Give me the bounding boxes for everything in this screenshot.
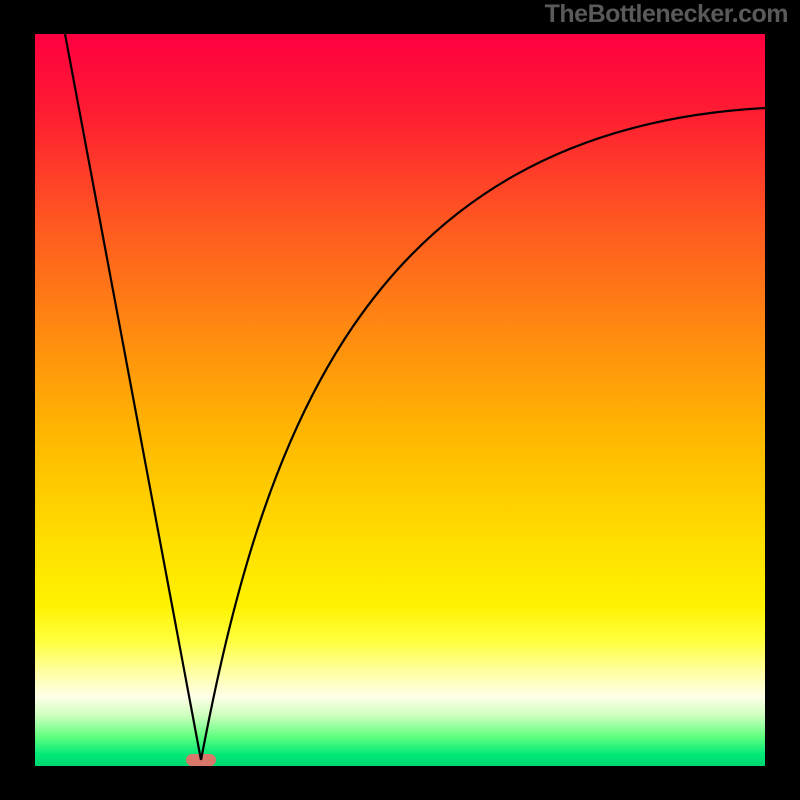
plot-background-gradient bbox=[35, 34, 765, 766]
bottleneck-chart bbox=[0, 0, 800, 800]
watermark-text: TheBottlenecker.com bbox=[545, 0, 788, 29]
